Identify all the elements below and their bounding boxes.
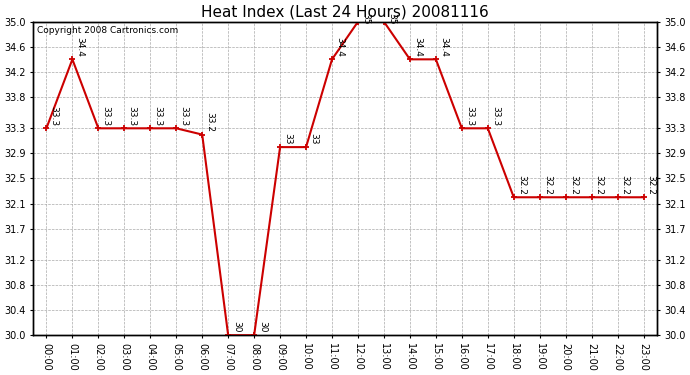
Text: 33.3: 33.3 [491, 106, 500, 126]
Text: 33.3: 33.3 [465, 106, 474, 126]
Text: 33.3: 33.3 [179, 106, 188, 126]
Text: 32.2: 32.2 [543, 175, 552, 195]
Text: 35: 35 [387, 13, 396, 25]
Text: 33: 33 [283, 133, 292, 145]
Text: 32.2: 32.2 [517, 175, 526, 195]
Text: 30: 30 [258, 321, 267, 332]
Text: 33: 33 [309, 133, 318, 145]
Text: 34.4: 34.4 [75, 37, 84, 57]
Text: 33.2: 33.2 [206, 112, 215, 132]
Text: 33.3: 33.3 [50, 106, 59, 126]
Text: 33.3: 33.3 [153, 106, 162, 126]
Text: 34.4: 34.4 [413, 37, 422, 57]
Title: Heat Index (Last 24 Hours) 20081116: Heat Index (Last 24 Hours) 20081116 [201, 4, 489, 19]
Text: 34.4: 34.4 [439, 37, 448, 57]
Text: 35: 35 [361, 13, 370, 25]
Text: 34.4: 34.4 [335, 37, 344, 57]
Text: 33.3: 33.3 [101, 106, 110, 126]
Text: 32.2: 32.2 [569, 175, 578, 195]
Text: 33.3: 33.3 [128, 106, 137, 126]
Text: 32.2: 32.2 [595, 175, 604, 195]
Text: 32.2: 32.2 [621, 175, 630, 195]
Text: 32.2: 32.2 [647, 175, 656, 195]
Text: 30: 30 [232, 321, 241, 332]
Text: Copyright 2008 Cartronics.com: Copyright 2008 Cartronics.com [37, 26, 178, 35]
